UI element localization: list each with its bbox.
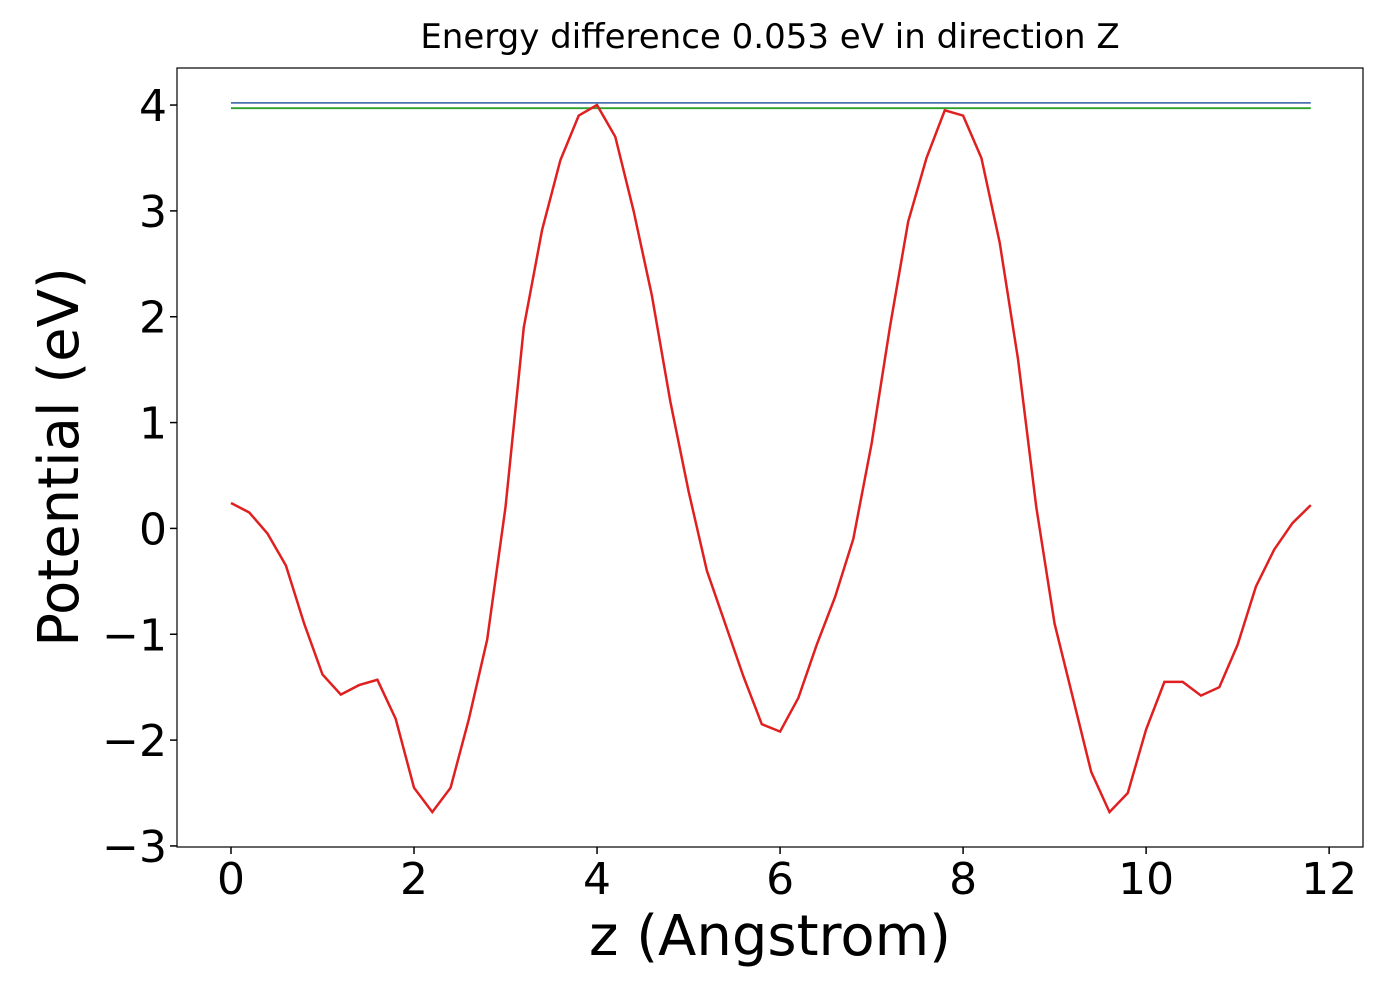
x-axis-label: z (Angstrom)	[589, 904, 951, 969]
y-tick-label: 3	[139, 187, 167, 238]
y-tick-label: −3	[102, 822, 167, 873]
y-tick-label: −2	[102, 716, 167, 767]
y-tick-label: 4	[139, 81, 167, 132]
x-tick-label: 2	[400, 854, 428, 905]
x-tick-label: 4	[583, 854, 611, 905]
y-tick-label: 2	[139, 293, 167, 344]
x-tick-label: 8	[949, 854, 977, 905]
y-tick-label: 1	[139, 399, 167, 450]
plot-frame	[176, 67, 1364, 848]
y-tick-label: 0	[139, 504, 167, 555]
x-tick-label: 10	[1118, 854, 1174, 905]
y-axis-label: Potential (eV)	[27, 267, 92, 647]
x-tick-label: 0	[217, 854, 245, 905]
x-tick-label: 6	[766, 854, 794, 905]
chart-title: Energy difference 0.053 eV in direction …	[420, 17, 1119, 57]
series-line	[230, 103, 1312, 815]
x-tick-label: 12	[1301, 854, 1357, 905]
y-tick-label: −1	[102, 610, 167, 661]
